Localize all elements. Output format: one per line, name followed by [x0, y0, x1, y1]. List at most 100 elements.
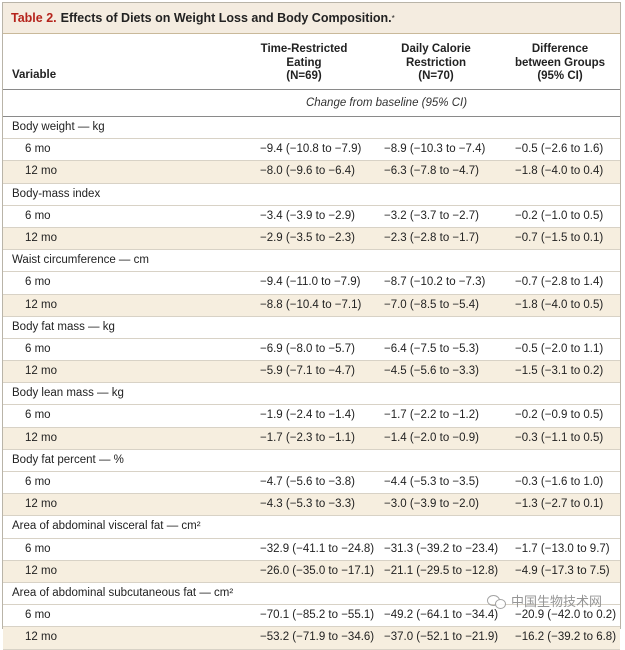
- header-daily-calorie-restriction: Daily Calorie Restriction (N=70): [371, 43, 501, 84]
- cell-c3: −0.3 (−1.6 to 1.0): [515, 476, 604, 488]
- cell-c3: −0.5 (−2.0 to 1.1): [515, 342, 604, 355]
- cell-c1: −5.9 (−7.1 to −4.7): [260, 365, 355, 378]
- cell-c1: −3.4 (−3.9 to −2.9): [260, 209, 355, 222]
- cell-c1: −70.1 (−85.2 to −55.1): [260, 609, 375, 622]
- header-col1-line2: Eating: [286, 56, 322, 69]
- cell-c2: −21.1 (−29.5 to −12.8): [384, 564, 499, 577]
- table-row: 12 mo −8.0 (−9.6 to −6.4) −6.3 (−7.8 to −4…: [3, 161, 620, 184]
- header-variable: Variable: [12, 69, 57, 81]
- cell-c3: −4.9 (−17.3 to 7.5): [515, 564, 610, 577]
- cell-c3: −0.2 (−0.9 to 0.5): [515, 409, 604, 422]
- table-row: 12 mo −26.0 (−35.0 to −17.1) −21.1 (−29.5 …: [3, 560, 620, 583]
- cell-c2: −6.3 (−7.8 to −4.7): [384, 165, 479, 178]
- row-label: 12 mo: [25, 564, 57, 577]
- watermark-text: 中国生物技术网: [510, 594, 602, 609]
- cell-c3: −1.8 (−4.0 to 0.5): [515, 298, 604, 311]
- row-label: 12 mo: [25, 231, 57, 244]
- group-label: Area of abdominal subcutaneous fat — cm²: [12, 586, 234, 599]
- table-row: 6 mo −6.9 (−8.0 to −5.7) −6.4 (−7.5 to −5.…: [3, 338, 620, 362]
- group-row: Area of abdominal subcutaneous fat — cm²: [3, 582, 620, 606]
- cell-c2: −8.9 (−10.3 to −7.4): [384, 143, 486, 156]
- group-label: Body weight — kg: [12, 121, 105, 133]
- group-row: Body lean mass — kg: [3, 383, 620, 406]
- row-label: 6 mo: [25, 209, 51, 222]
- row-label: 6 mo: [25, 342, 51, 355]
- cell-c1: −9.4 (−10.8 to −7.9): [260, 143, 362, 156]
- cell-c1: −53.2 (−71.9 to −34.6): [260, 631, 375, 644]
- table-row: 6 mo −9.4 (−10.8 to −7.9) −8.9 (−10.3 to −…: [3, 139, 620, 162]
- table-row: 6 mo −1.9 (−2.4 to −1.4) −1.7 (−2.2 to −1.…: [3, 405, 620, 428]
- cell-c2: −49.2 (−64.1 to −34.4): [384, 609, 499, 622]
- cell-c3: −0.7 (−1.5 to 0.1): [515, 231, 604, 244]
- table-row: 12 mo −4.3 (−5.3 to −3.3) −3.0 (−3.9 to −2…: [3, 494, 620, 517]
- table-row: 6 mo −9.4 (−11.0 to −7.9) −8.7 (−10.2 to −…: [3, 272, 620, 295]
- cell-c2: −3.2 (−3.7 to −2.7): [384, 209, 479, 222]
- cell-c1: −2.9 (−3.5 to −2.3): [260, 231, 355, 244]
- table-row: 12 mo −2.9 (−3.5 to −2.3) −2.3 (−2.8 to −1…: [3, 227, 620, 251]
- cell-c1: −1.9 (−2.4 to −1.4): [260, 409, 355, 422]
- group-label: Body lean mass — kg: [12, 387, 124, 400]
- cell-c2: −4.4 (−5.3 to −3.5): [384, 476, 479, 488]
- header-col3-line1: Difference: [531, 43, 589, 55]
- table-title: Table 2. Effects of Diets on Weight Loss…: [3, 3, 620, 34]
- cell-c3: −1.3 (−2.7 to 0.1): [515, 498, 604, 511]
- row-label: 6 mo: [25, 542, 51, 555]
- watermark: 中国生物技术网: [486, 591, 602, 610]
- header-col2-line1: Daily Calorie: [401, 43, 471, 55]
- cell-c3: −1.8 (−4.0 to 0.4): [515, 165, 604, 178]
- cell-c2: −1.4 (−2.0 to −0.9): [384, 431, 479, 444]
- cell-c3: −0.7 (−2.8 to 1.4): [515, 276, 604, 289]
- table-row: 12 mo −1.7 (−2.3 to −1.1) −1.4 (−2.0 to −0…: [3, 427, 620, 450]
- cell-c1: −32.9 (−41.1 to −24.8): [260, 542, 375, 555]
- cell-c3: −0.3 (−1.1 to 0.5): [515, 431, 604, 444]
- group-row: Body fat mass — kg: [3, 316, 620, 339]
- cell-c2: −31.3 (−39.2 to −23.4): [384, 542, 499, 555]
- row-label: 6 mo: [25, 143, 51, 156]
- header-col3-line3: (95% CI): [537, 70, 583, 82]
- header-col3-line2: between Groups: [514, 56, 606, 69]
- row-label: 6 mo: [25, 609, 51, 622]
- header-col2-line2: Restriction: [405, 56, 467, 69]
- cell-c1: −6.9 (−8.0 to −5.7): [260, 342, 355, 355]
- header-col2-line3: (N=70): [418, 70, 454, 82]
- cell-c3: −1.7 (−13.0 to 9.7): [515, 542, 610, 555]
- cell-c2: −6.4 (−7.5 to −5.3): [384, 342, 479, 355]
- group-label: Body fat mass — kg: [12, 320, 115, 333]
- row-label: 6 mo: [25, 476, 51, 488]
- row-label: 12 mo: [25, 365, 57, 378]
- cell-c2: −1.7 (−2.2 to −1.2): [384, 409, 479, 422]
- subheader-change-from-baseline: Change from baseline (95% CI): [3, 90, 620, 117]
- row-label: 12 mo: [25, 298, 57, 311]
- group-row: Area of abdominal visceral fat — cm²: [3, 516, 620, 539]
- group-label: Waist circumference — cm: [12, 254, 149, 267]
- cell-c2: −7.0 (−8.5 to −5.4): [384, 298, 479, 311]
- table-row: 6 mo −4.7 (−5.6 to −3.8) −4.4 (−5.3 to −3.…: [3, 472, 620, 495]
- cell-c1: −26.0 (−35.0 to −17.1): [260, 564, 375, 577]
- cell-c2: −37.0 (−52.1 to −21.9): [384, 631, 499, 644]
- cell-c2: −2.3 (−2.8 to −1.7): [384, 231, 479, 244]
- cell-c1: −4.3 (−5.3 to −3.3): [260, 498, 355, 511]
- cell-c3: −0.2 (−1.0 to 0.5): [515, 209, 604, 222]
- cell-c2: −4.5 (−5.6 to −3.3): [384, 365, 479, 378]
- cell-c3: −16.2 (−39.2 to 6.8): [515, 631, 617, 644]
- table-row: 6 mo −70.1 (−85.2 to −55.1) −49.2 (−64.1 t…: [3, 605, 620, 628]
- table-body: Body weight — kg 6 mo −9.4 (−10.8 to −7.9)…: [3, 117, 620, 650]
- cell-c1: −1.7 (−2.3 to −1.1): [260, 431, 355, 444]
- group-row: Body-mass index: [3, 183, 620, 206]
- table-row: 6 mo −32.9 (−41.1 to −24.8) −31.3 (−39.2 t…: [3, 538, 620, 561]
- cell-c2: −3.0 (−3.9 to −2.0): [384, 498, 479, 511]
- cell-c1: −9.4 (−11.0 to −7.9): [260, 276, 361, 289]
- cell-c3: −0.5 (−2.6 to 1.6): [515, 143, 604, 156]
- group-label: Body fat percent — %: [12, 453, 124, 466]
- row-label: 6 mo: [25, 409, 51, 422]
- group-row: Body weight — kg: [3, 117, 620, 140]
- cell-c1: −8.0 (−9.6 to −6.4): [260, 165, 355, 178]
- row-label: 6 mo: [25, 276, 51, 289]
- table-row: 12 mo −8.8 (−10.4 to −7.1) −7.0 (−8.5 to −…: [3, 294, 620, 317]
- header-col1-line3: (N=69): [286, 70, 322, 82]
- cell-c3: −20.9 (−42.0 to 0.2): [515, 609, 617, 622]
- row-label: 12 mo: [25, 631, 57, 644]
- row-label: 12 mo: [25, 165, 57, 178]
- header-time-restricted-eating: Time-Restricted Eating (N=69): [239, 43, 369, 84]
